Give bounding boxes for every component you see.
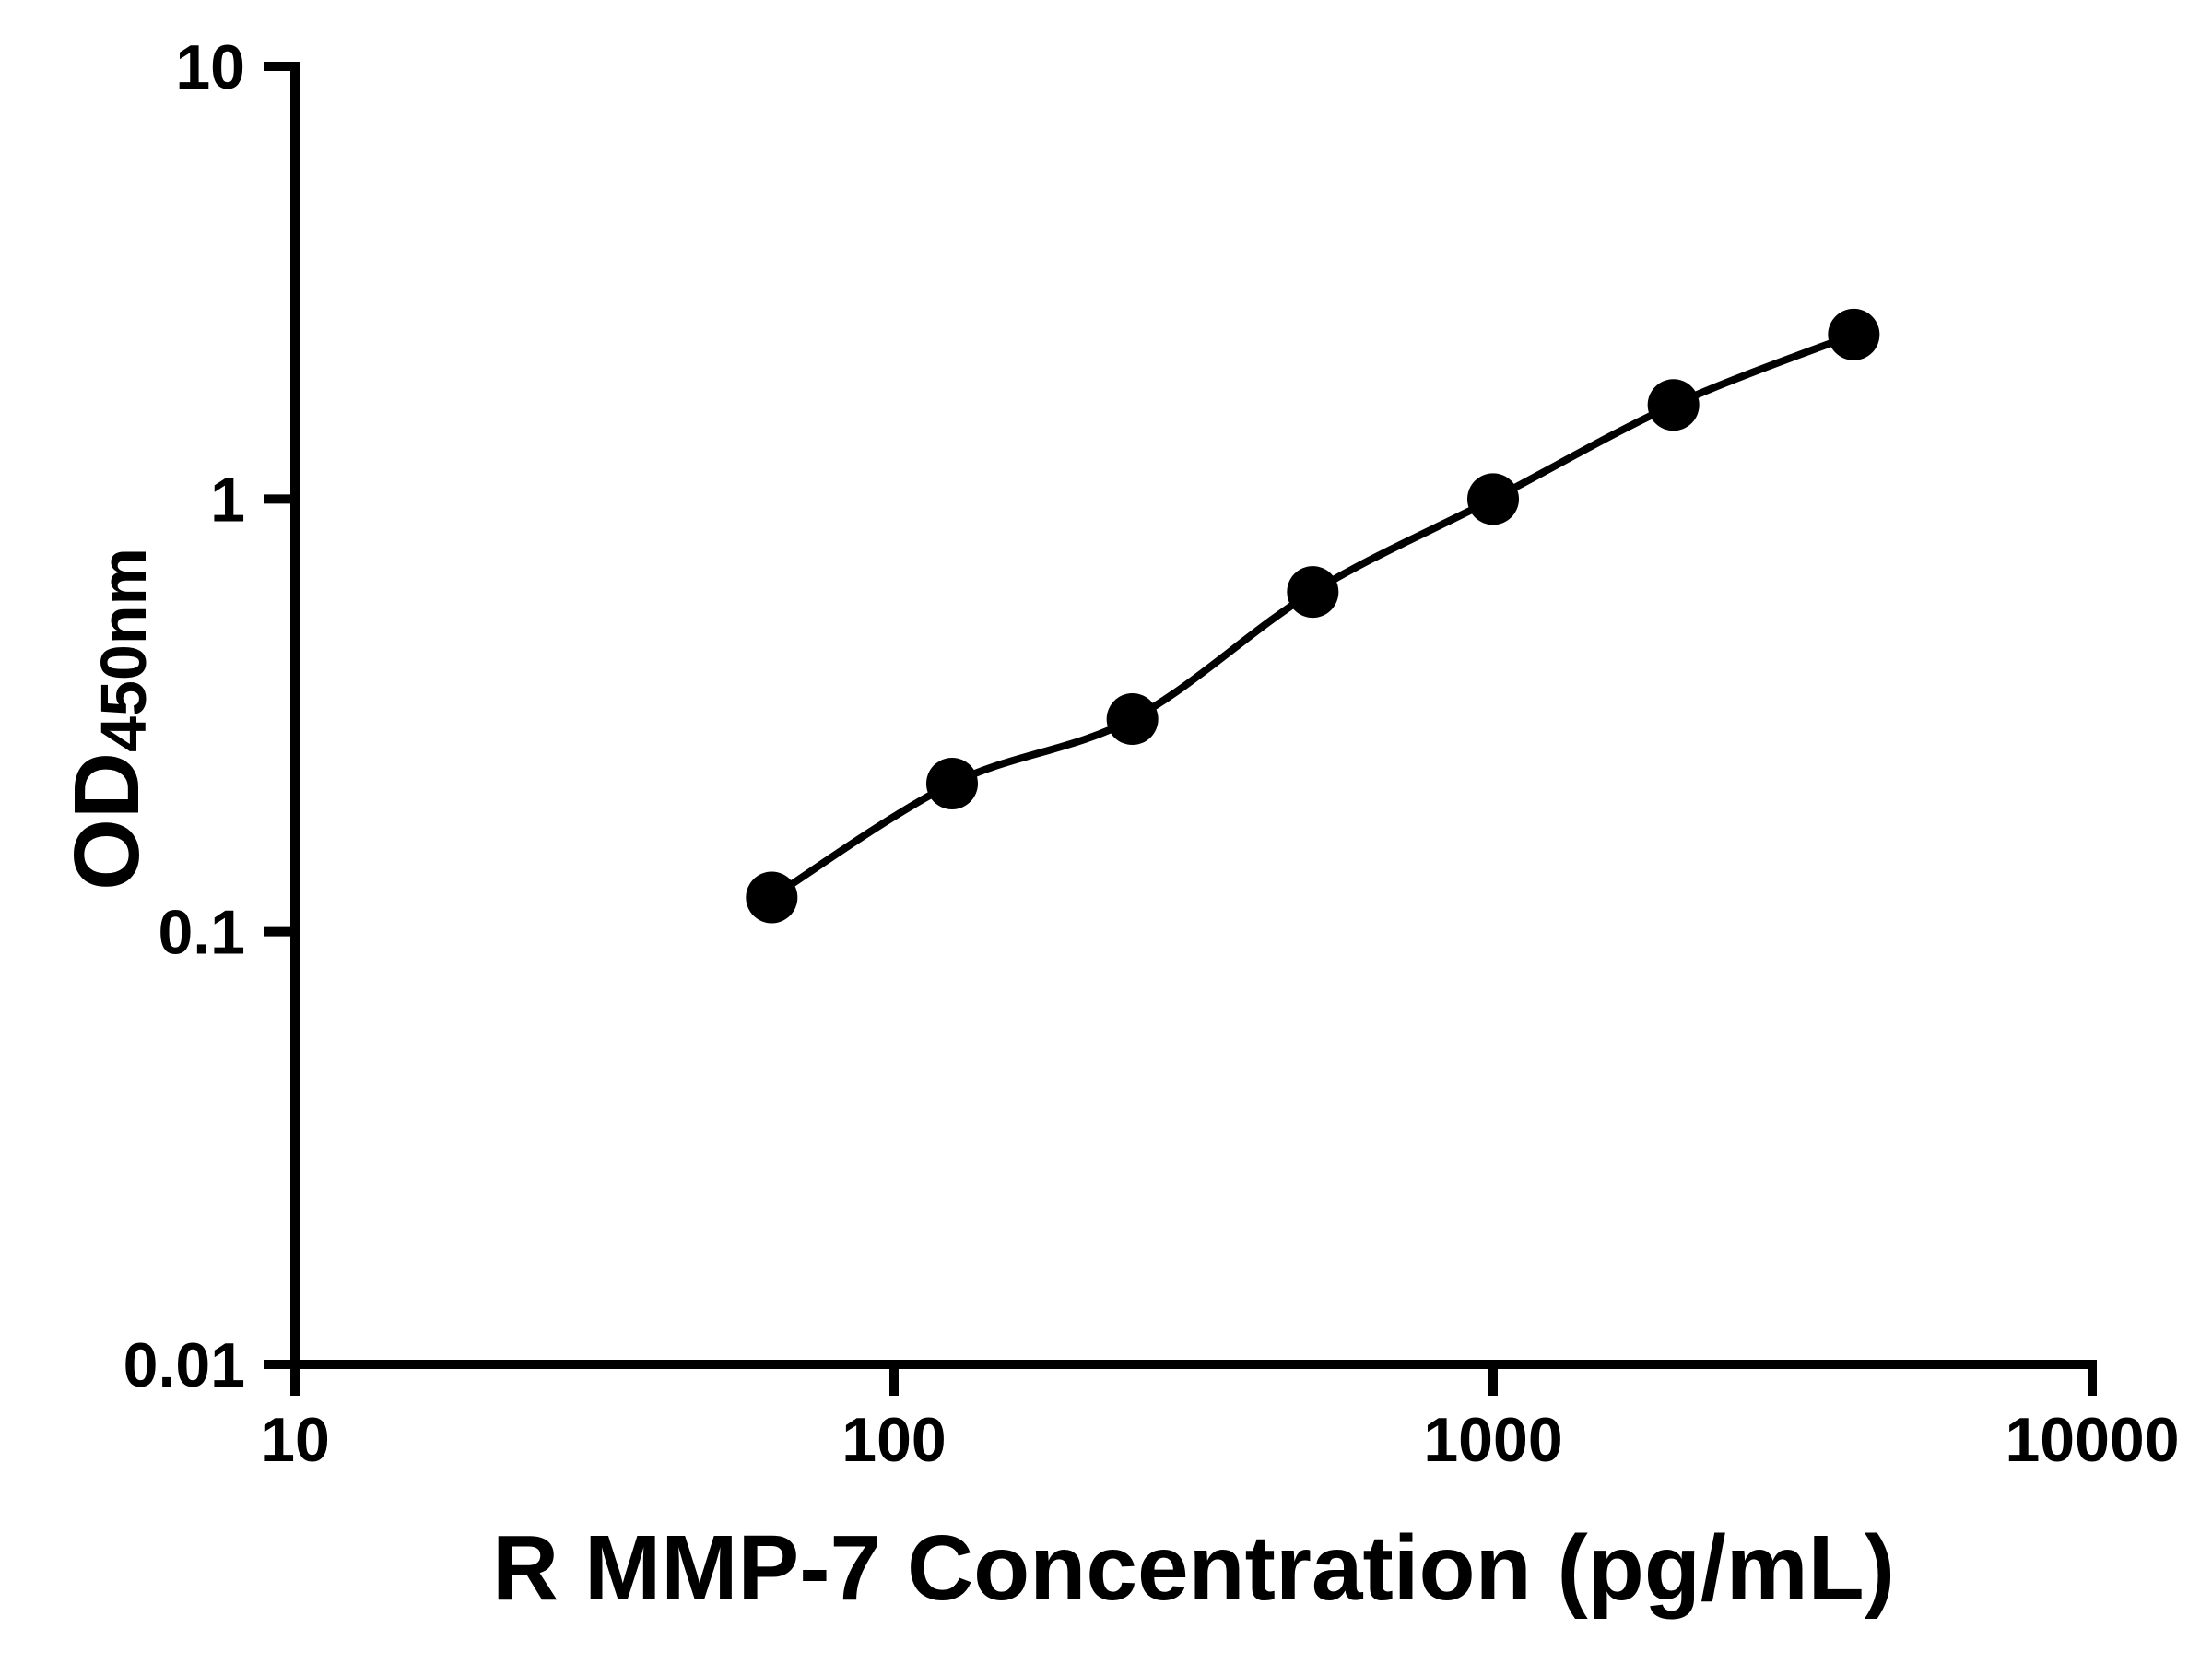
data-point	[746, 871, 798, 924]
data-point	[1647, 379, 1700, 431]
data-point	[1828, 308, 1880, 360]
x-tick-label: 100	[841, 1405, 946, 1475]
axes-spine	[290, 62, 2097, 1369]
data-point	[1287, 566, 1339, 619]
data-point	[925, 757, 978, 809]
data-point	[1467, 473, 1519, 525]
y-tick-label: 10	[175, 32, 245, 102]
y-tick-label: 0.01	[124, 1330, 245, 1400]
data-point	[1106, 693, 1159, 746]
y-axis-title: OD450nm	[55, 548, 159, 891]
x-tick-label: 10000	[2005, 1405, 2179, 1475]
x-tick-label: 1000	[1423, 1405, 1562, 1475]
y-tick-label: 0.1	[158, 898, 245, 968]
x-axis-title: R MMP-7 Concentration (pg/mL)	[492, 1516, 1895, 1620]
x-tick-label: 10	[260, 1405, 330, 1475]
y-tick-label: 1	[210, 465, 245, 535]
